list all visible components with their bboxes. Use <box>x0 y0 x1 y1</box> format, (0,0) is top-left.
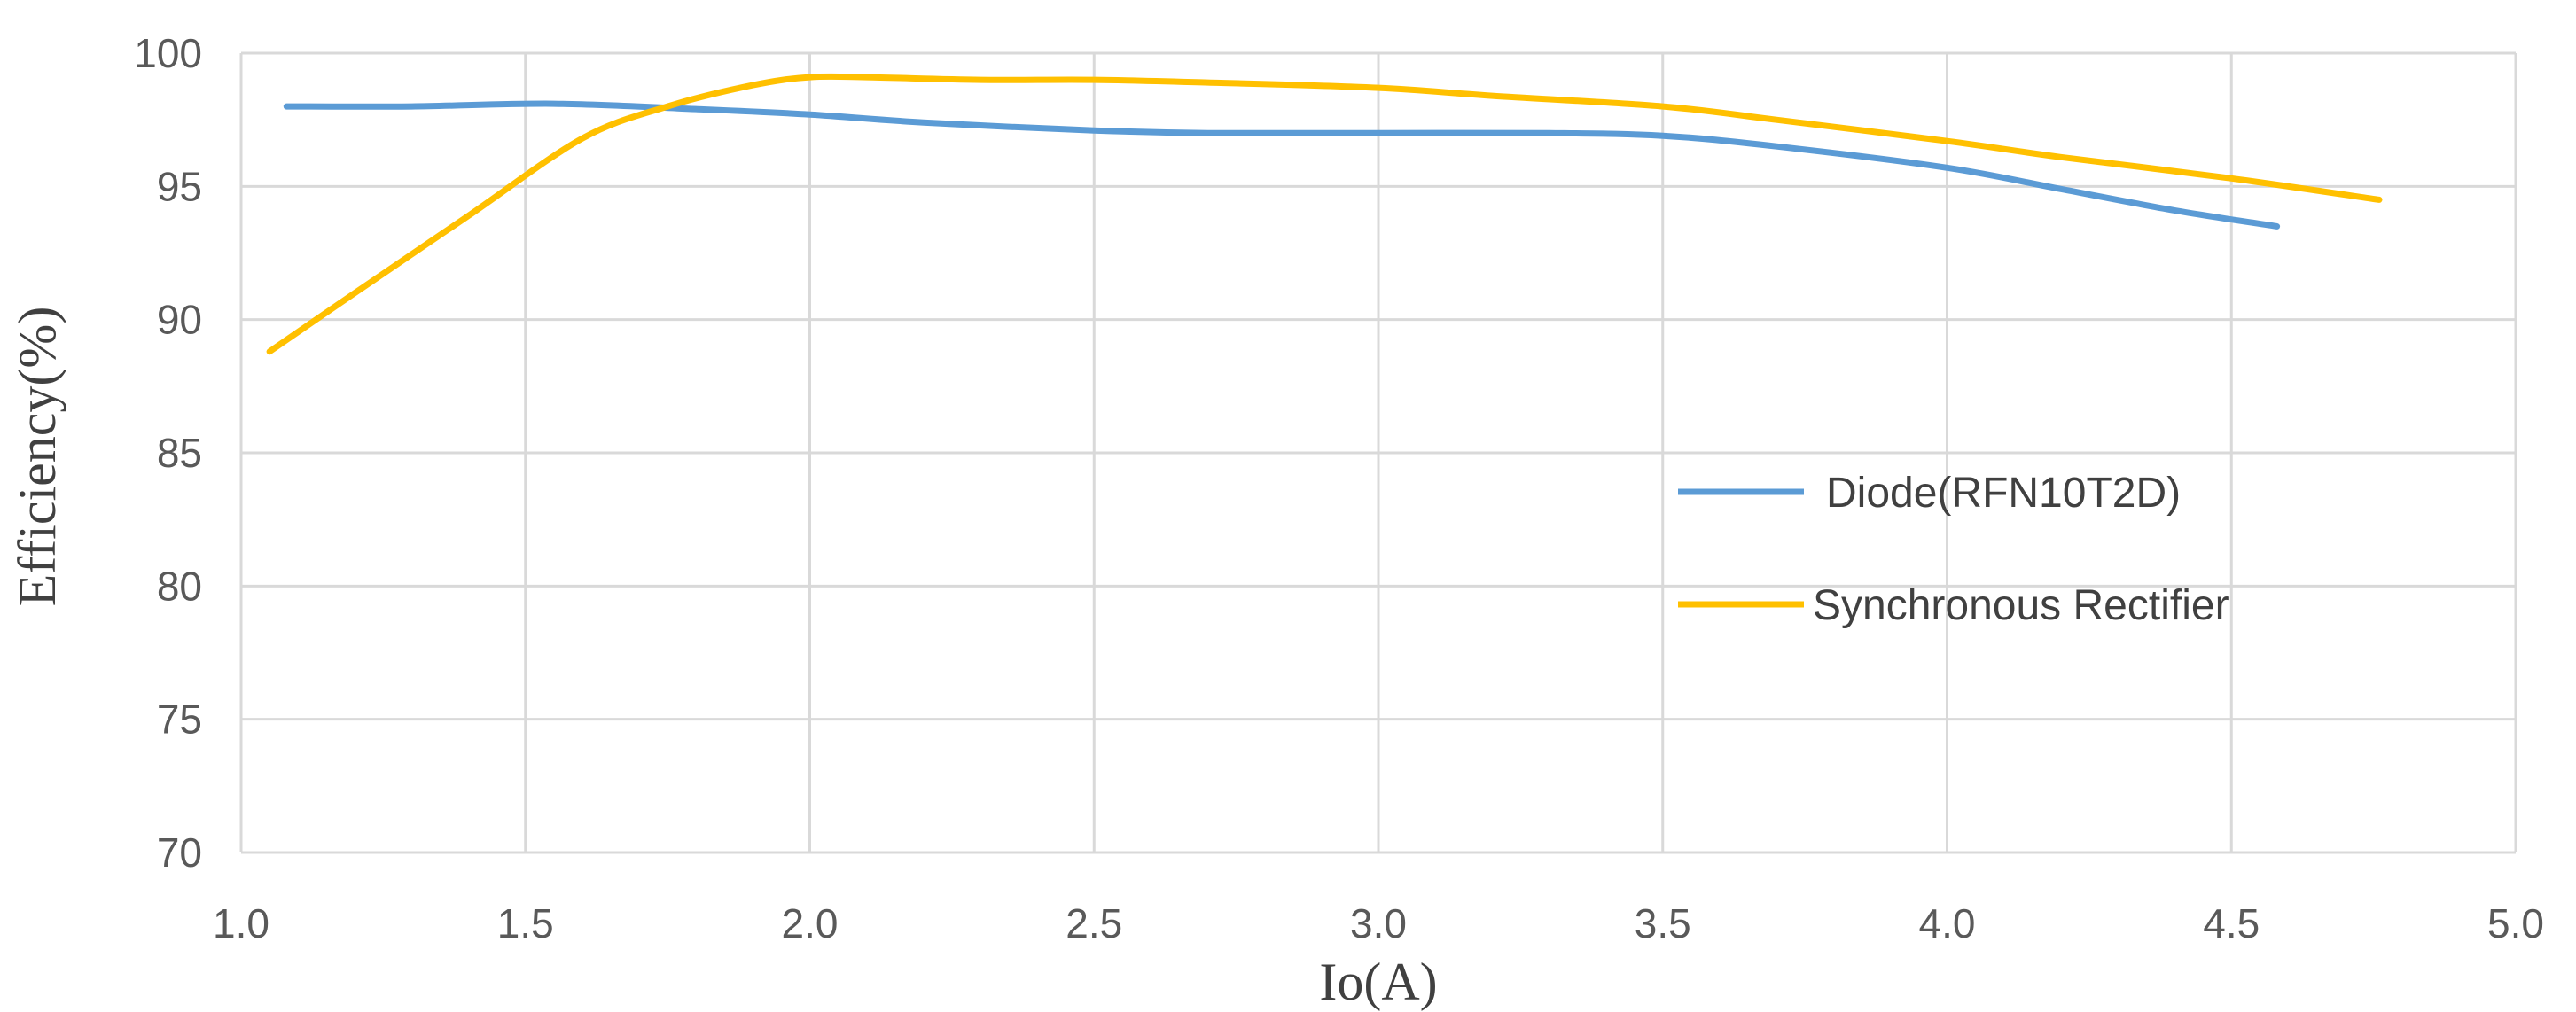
x-tick-label: 3.0 <box>1350 900 1407 946</box>
y-axis-title: Efficiency(%) <box>8 307 66 607</box>
y-tick-label: 75 <box>157 697 202 743</box>
x-tick-label: 4.0 <box>1919 900 1976 946</box>
series-line-synchronous-rectifier <box>266 73 2383 355</box>
x-axis-title: Io(A) <box>1319 953 1437 1011</box>
y-tick-label: 85 <box>157 430 202 476</box>
y-tick-label: 95 <box>157 163 202 209</box>
series-line-diode <box>283 100 2281 230</box>
x-tick-label: 1.5 <box>497 900 554 946</box>
legend-label-synchronous-rectifier: Synchronous Rectifier <box>1813 582 2229 629</box>
x-tick-label: 4.5 <box>2203 900 2260 946</box>
x-tick-label: 5.0 <box>2487 900 2544 946</box>
legend-label-diode: Diode(RFN10T2D) <box>1826 470 2181 517</box>
grid-lines <box>239 51 2517 854</box>
y-tick-label: 90 <box>157 297 202 343</box>
y-tick-label: 100 <box>134 30 202 76</box>
legend: Diode(RFN10T2D) Synchronous Rectifier <box>1678 470 2229 629</box>
y-tick-label: 70 <box>157 829 202 876</box>
y-tick-label: 80 <box>157 563 202 609</box>
x-tick-label: 3.5 <box>1635 900 1691 946</box>
y-tick-labels: 70 75 80 85 90 95 100 <box>134 30 202 876</box>
x-tick-labels: 1.0 1.5 2.0 2.5 3.0 3.5 4.0 4.5 5.0 <box>213 900 2544 946</box>
x-tick-label: 2.5 <box>1066 900 1122 946</box>
series-layer <box>266 73 2383 355</box>
x-tick-label: 1.0 <box>213 900 269 946</box>
x-tick-label: 2.0 <box>782 900 839 946</box>
